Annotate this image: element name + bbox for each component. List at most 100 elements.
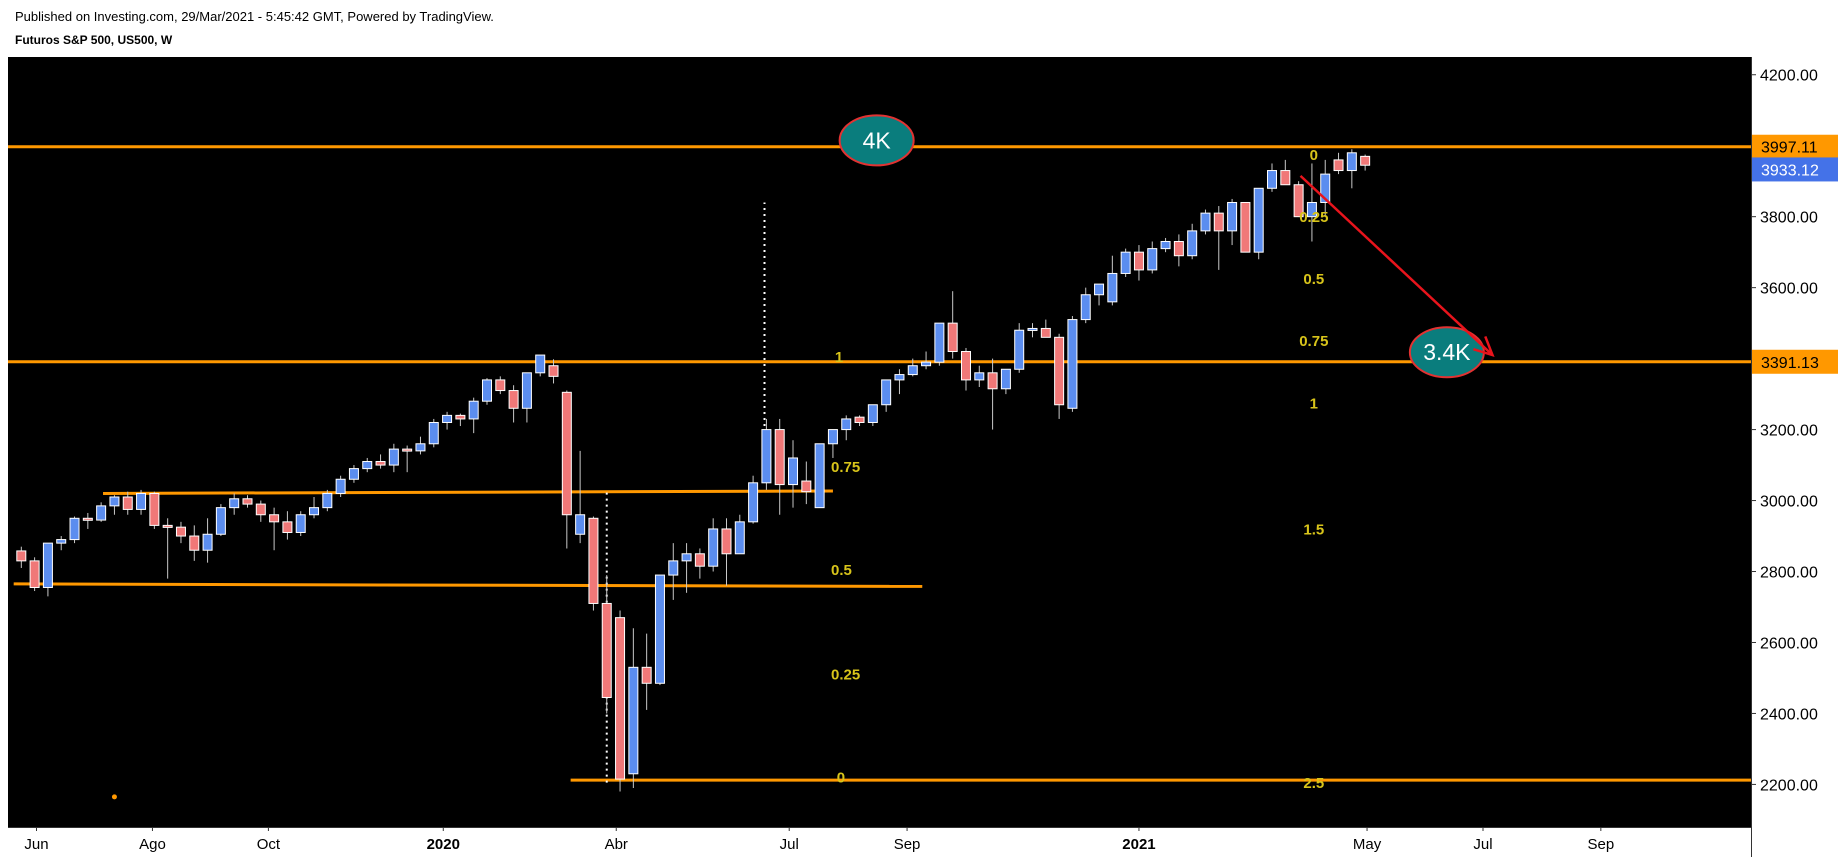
candle-body <box>521 372 532 409</box>
time-axis[interactable] <box>8 827 1751 857</box>
fib-label-left: 0.5 <box>831 562 852 579</box>
candle-body <box>947 322 958 353</box>
candle-body <box>1200 212 1211 232</box>
plot-area[interactable] <box>8 57 1751 827</box>
candle-body <box>415 443 426 452</box>
candle-body <box>82 517 93 521</box>
level-price-tag <box>1752 349 1838 374</box>
y-tick-label: 4200.00 <box>1760 68 1818 85</box>
candle-body <box>881 379 892 406</box>
x-tick-label: Oct <box>257 836 281 853</box>
candle-body <box>468 400 479 420</box>
candle-body <box>162 524 173 528</box>
x-tick-label: May <box>1353 836 1382 853</box>
y-tick-label: 2200.00 <box>1760 777 1818 794</box>
symbol-title: Futuros S&P 500, US500, W <box>15 33 173 47</box>
candle-body <box>109 496 120 507</box>
fib-label-right: 1 <box>1310 395 1318 412</box>
x-tick-label: Sep <box>894 836 921 853</box>
candle-body <box>761 429 772 484</box>
candle-body <box>827 429 838 445</box>
candle-body <box>1147 248 1158 271</box>
x-tick-label: Jun <box>24 836 48 853</box>
candle-body <box>934 322 945 363</box>
candle-body <box>1067 319 1078 409</box>
y-tick-label: 2400.00 <box>1760 706 1818 723</box>
candle-body <box>1240 201 1251 253</box>
candle-body <box>748 482 759 523</box>
candle-body <box>1187 230 1198 257</box>
candle-body <box>841 418 852 431</box>
candle-body <box>1267 170 1278 189</box>
candle-body <box>1054 336 1065 406</box>
candle-body <box>189 535 200 551</box>
candle-body <box>1253 187 1264 253</box>
candle-body <box>694 553 705 567</box>
fib-label-left: 0 <box>837 770 845 787</box>
candle-body <box>242 498 253 505</box>
candle-body <box>1346 152 1357 172</box>
candle-body <box>29 560 40 588</box>
candle-body <box>1360 155 1371 166</box>
candle-body <box>641 666 652 684</box>
candle-body <box>495 379 506 392</box>
candle-body <box>1320 173 1331 203</box>
candle-body <box>282 521 293 533</box>
fib-label-right: 1.5 <box>1303 521 1324 538</box>
candle-body <box>1227 201 1238 232</box>
candle-body <box>867 404 878 423</box>
candle-body <box>202 533 213 551</box>
candle-body <box>721 528 732 555</box>
current-price-tag <box>1752 157 1838 182</box>
candle-body <box>335 478 346 494</box>
candle-body <box>575 514 586 535</box>
fib-label-right: 0.5 <box>1303 271 1324 288</box>
price-axis[interactable] <box>1751 57 1838 827</box>
y-tick-label: 3200.00 <box>1760 423 1818 440</box>
candle-body <box>615 617 626 780</box>
candle-body <box>654 574 665 684</box>
candle-body <box>601 602 612 698</box>
candle-body <box>16 550 27 562</box>
candle-body <box>1173 241 1184 257</box>
candle-body <box>588 517 599 604</box>
candle-body <box>122 496 133 510</box>
candle-body <box>535 354 546 374</box>
candle-body <box>548 365 559 377</box>
candle-body <box>1293 184 1304 218</box>
y-tick-label: 2600.00 <box>1760 635 1818 652</box>
candle-body <box>1333 159 1344 172</box>
level-price-tag <box>1752 134 1838 159</box>
y-tick-label: 3800.00 <box>1760 210 1818 227</box>
candle-body <box>388 448 399 466</box>
fib-label-right: 2.5 <box>1303 775 1324 792</box>
support-line <box>13 582 923 588</box>
candle-body <box>734 521 745 555</box>
candle-body <box>801 480 812 493</box>
down-arrow-line <box>1299 174 1494 356</box>
candle-body <box>814 443 825 509</box>
candle-body <box>42 542 53 588</box>
stray-marker <box>111 794 117 800</box>
y-tick-label: 3600.00 <box>1760 281 1818 298</box>
candle-body <box>854 416 865 423</box>
x-tick-label: Jul <box>780 836 799 853</box>
fib-label-left: 1 <box>835 349 843 366</box>
y-tick-label: 2800.00 <box>1760 565 1818 582</box>
candle-body <box>668 560 679 576</box>
candle-body <box>1014 329 1025 370</box>
candle-body <box>1094 283 1105 296</box>
candle-body <box>628 666 639 775</box>
fib-label-left: 0.75 <box>831 459 860 476</box>
candle-body <box>708 528 719 567</box>
candle-body <box>974 372 985 381</box>
candle-body <box>69 517 80 541</box>
candle-body <box>136 492 147 510</box>
candle-body <box>348 468 359 480</box>
candle-body <box>1160 241 1171 250</box>
x-tick-label: 2020 <box>427 836 460 853</box>
target-circle <box>838 114 915 167</box>
candle-body <box>215 507 226 535</box>
target-label: 4K <box>863 127 892 153</box>
